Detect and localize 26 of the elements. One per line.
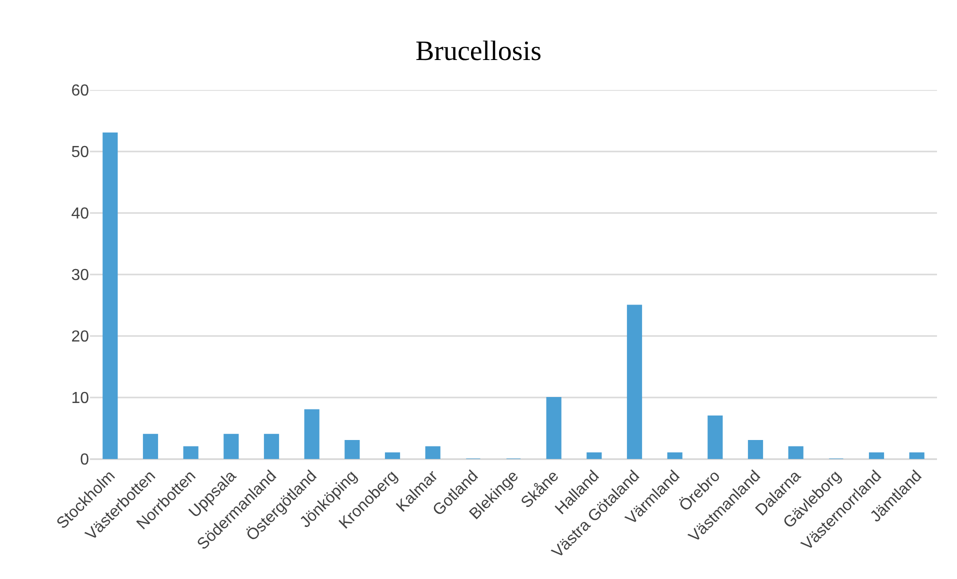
y-tick-label: 0: [80, 452, 90, 469]
bar: [344, 440, 360, 459]
bar: [626, 304, 642, 459]
bar: [425, 446, 440, 459]
y-tick-label: 20: [71, 328, 90, 346]
chart-title: Brucellosis: [416, 36, 542, 68]
y-tick-label: 60: [71, 82, 90, 100]
bar: [708, 415, 723, 459]
bar: [748, 440, 764, 459]
bar: [667, 452, 682, 459]
bar: [142, 434, 158, 459]
y-tick-label: 10: [71, 390, 90, 408]
bar: [546, 397, 562, 459]
bar: [586, 452, 602, 459]
y-tick-label: 30: [71, 267, 90, 284]
bar: [868, 452, 884, 459]
bar: [909, 452, 924, 459]
y-tick-label: 50: [71, 144, 90, 162]
bar: [304, 409, 320, 459]
bar: [264, 434, 280, 459]
bar: [102, 132, 118, 459]
bar: [224, 434, 239, 459]
bar: [384, 452, 400, 459]
y-tick-label: 40: [71, 206, 90, 223]
bar: [788, 446, 804, 459]
bar: [183, 446, 198, 459]
